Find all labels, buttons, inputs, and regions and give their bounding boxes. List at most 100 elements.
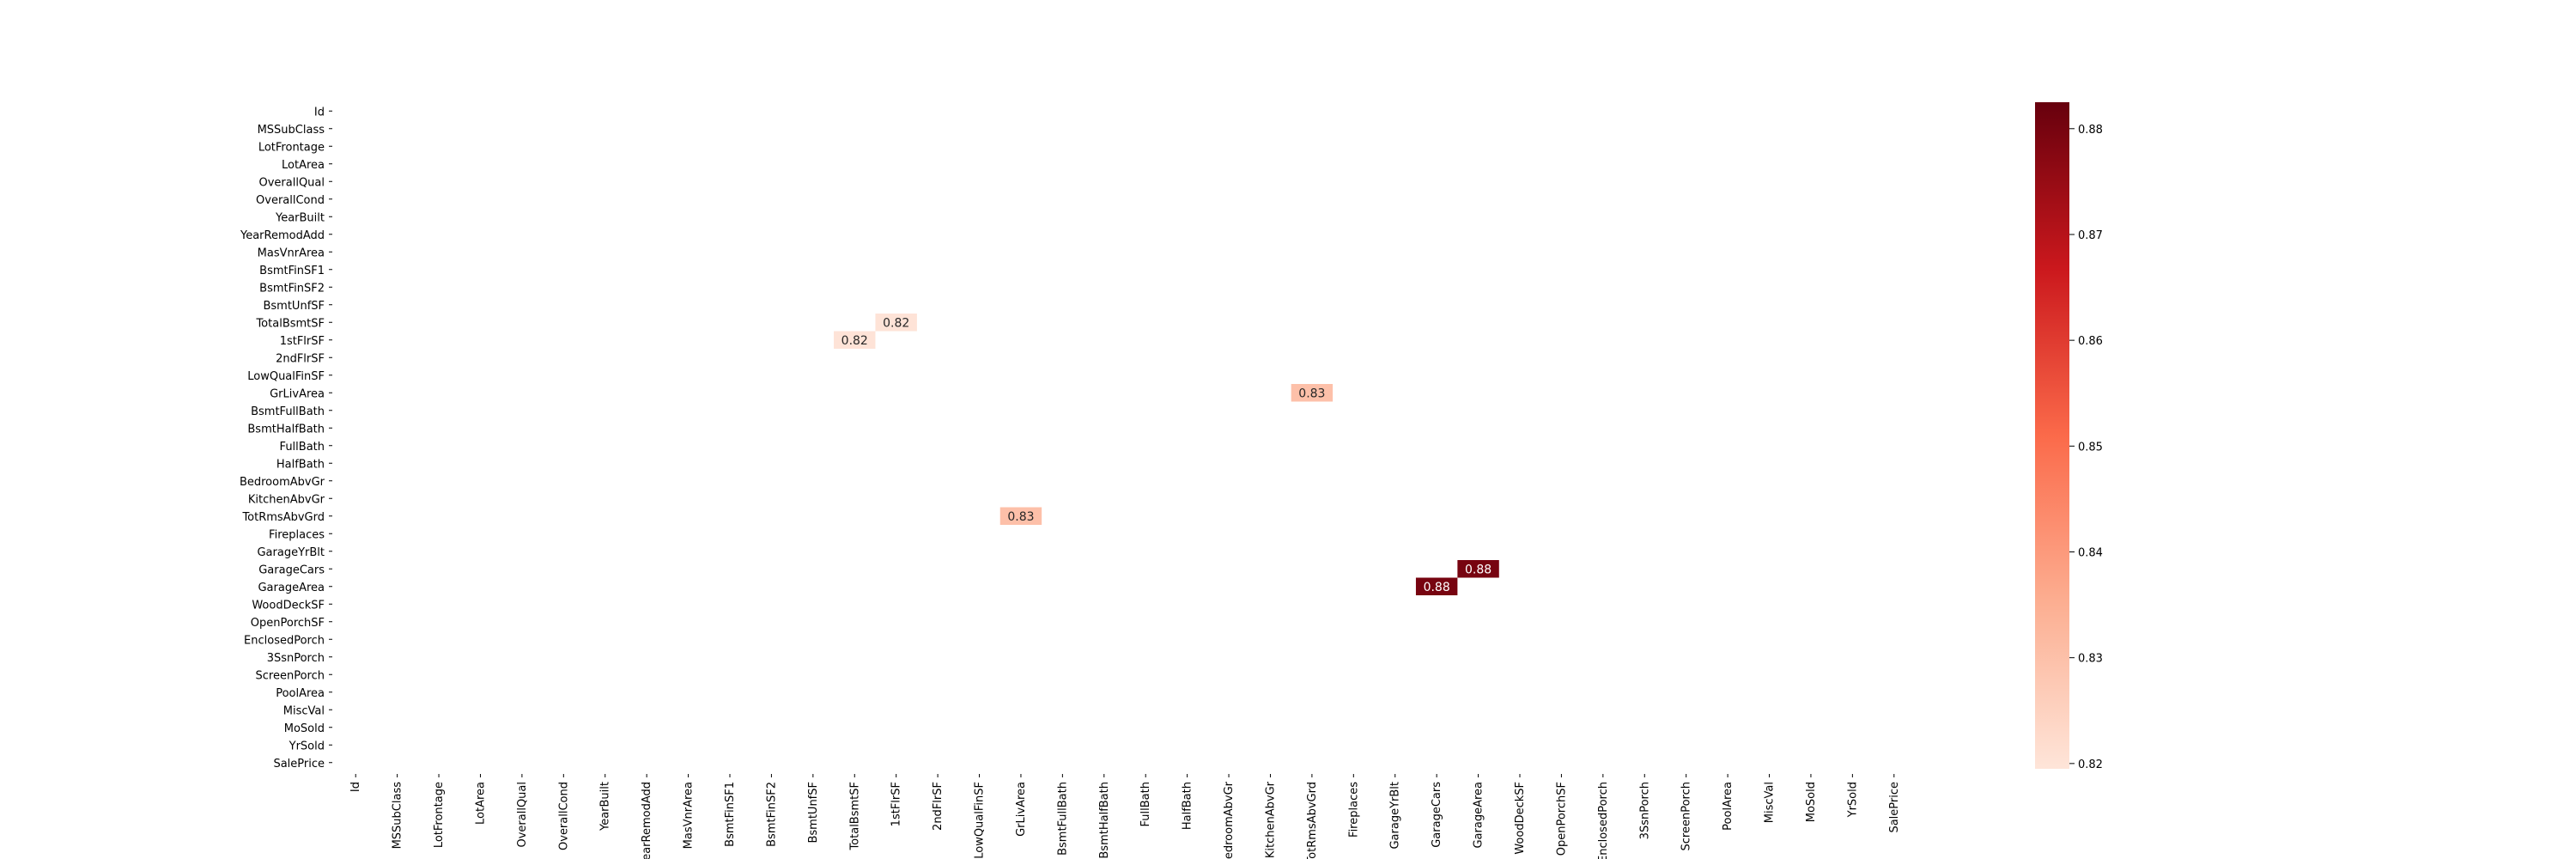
y-tick-label: ScreenPorch [256,669,325,682]
y-tick-label: GarageYrBlt [257,546,325,559]
x-tick-label: 3SsnPorch [1638,782,1651,839]
heatmap-cell [1415,577,1458,595]
colorbar-tick-label: 0.85 [2078,441,2103,454]
y-tick-label: FullBath [280,441,325,454]
heatmap-cell [875,314,917,332]
x-tick-label: YearBuilt [599,782,612,832]
x-tick-label: BsmtFullBath [1056,782,1069,856]
y-tick-label: TotRmsAbvGrd [241,511,325,524]
y-tick-label: HalfBath [276,458,325,471]
y-tick-label: MSSubClass [258,124,325,137]
colorbar-tick-label: 0.87 [2078,229,2103,242]
x-tick-label: BsmtFinSF1 [724,782,737,847]
y-tick-label: Fireplaces [269,528,325,541]
colorbar: 0.82 0.83 0.84 0.85 0.86 0.87 0.88 [2035,102,2103,771]
x-tick-label: GarageYrBlt [1389,782,1402,850]
cell-value-label: 0.83 [1298,387,1325,400]
y-tick-label: SalePrice [273,758,325,771]
y-tick-label: BsmtFullBath [251,405,325,418]
x-tick-label: TotalBsmtSF [848,782,861,851]
colorbar-tick-label: 0.86 [2078,335,2103,348]
x-tick-label: HalfBath [1182,782,1194,830]
x-tick-label: SalePrice [1888,782,1901,833]
x-axis-ticks: Id MSSubClass LotFrontage LotArea OverallQua… [349,774,1901,859]
x-tick-label: ScreenPorch [1680,782,1693,850]
cell-value-label: 0.88 [1465,563,1492,576]
x-tick-label: TotRmsAbvGrd [1306,782,1319,859]
heatmap-cell [1457,560,1499,578]
y-tick-label: OverallQual [258,176,325,189]
cell-value-label: 0.88 [1424,581,1450,594]
heatmap-cell [1291,384,1334,402]
y-tick-label: LowQualFinSF [247,370,325,383]
colorbar-tick-label: 0.82 [2078,758,2103,771]
x-tick-label: OpenPorchSF [1555,782,1568,856]
y-tick-label: GrLivArea [270,387,325,400]
y-tick-label: PoolArea [276,687,325,700]
x-tick-label: YrSold [1846,782,1859,818]
x-tick-label: YearRemodAdd [641,782,653,859]
x-tick-label: 1stFlrSF [890,782,903,826]
y-tick-label: GarageCars [258,564,325,576]
x-tick-label: EnclosedPorch [1597,782,1610,859]
x-tick-label: Fireplaces [1347,782,1360,838]
x-tick-label: BsmtHalfBath [1098,782,1111,859]
cell-value-label: 0.82 [883,316,909,330]
y-tick-label: LotArea [282,159,325,172]
x-tick-label: PoolArea [1722,782,1735,831]
y-tick-label: MiscVal [283,704,325,717]
x-tick-label: LotFrontage [433,782,446,848]
heatmap-cells: 0.82 0.82 0.83 0.83 0.88 0.88 [834,314,1499,595]
y-tick-label: YrSold [289,740,325,752]
y-tick-label: YearRemodAdd [240,229,325,242]
x-tick-label: OverallCond [557,782,570,850]
y-tick-label: BsmtFinSF1 [259,265,325,277]
x-tick-label: FullBath [1139,782,1152,826]
y-tick-label: BsmtHalfBath [247,423,325,436]
heatmap-cell [999,507,1042,525]
x-tick-label: GarageCars [1431,782,1443,848]
colorbar-tick-label: 0.84 [2078,546,2103,559]
y-tick-label: EnclosedPorch [244,634,325,647]
cell-value-label: 0.83 [1007,510,1034,524]
x-tick-label: Id [349,782,362,792]
x-tick-label: MoSold [1805,782,1818,822]
x-tick-label: BsmtUnfSF [807,782,820,844]
colorbar-tick-label: 0.83 [2078,653,2103,666]
x-tick-label: LotArea [474,782,487,825]
x-tick-label: MasVnrArea [683,782,696,849]
y-tick-label: OverallCond [256,194,325,207]
y-tick-label: 3SsnPorch [267,652,325,665]
y-tick-label: LotFrontage [258,141,325,154]
y-tick-label: Id [314,106,325,119]
x-tick-label: WoodDeckSF [1514,782,1527,855]
y-tick-label: OpenPorchSF [251,617,325,630]
heatmap-cell [834,331,876,349]
x-tick-label: 2ndFlrSF [932,782,945,831]
y-tick-label: TotalBsmtSF [255,317,325,330]
x-tick-label: LowQualFinSF [974,782,987,859]
x-tick-label: BsmtFinSF2 [765,782,778,847]
y-tick-label: 2ndFlrSF [276,352,325,365]
y-tick-label: 1stFlrSF [280,335,325,348]
colorbar-gradient [2035,102,2069,769]
y-axis-ticks: Id MSSubClass LotFrontage LotArea OverallQua… [240,106,332,771]
x-tick-label: KitchenAbvGr [1264,781,1277,858]
y-tick-label: MoSold [284,722,325,735]
y-tick-label: GarageArea [258,582,325,594]
x-tick-label: GrLivArea [1015,782,1028,837]
x-tick-label: GarageArea [1473,782,1485,849]
y-tick-label: WoodDeckSF [252,599,325,612]
y-tick-label: KitchenAbvGr [248,493,325,506]
y-tick-label: MasVnrArea [258,247,325,259]
x-tick-label: MSSubClass [392,782,404,850]
y-tick-label: BedroomAbvGr [240,476,325,489]
x-tick-label: MiscVal [1764,782,1777,823]
y-tick-label: BsmtUnfSF [263,300,325,313]
colorbar-tick-label: 0.88 [2078,124,2103,137]
x-tick-label: BedroomAbvGr [1223,781,1236,859]
x-tick-label: OverallQual [516,782,529,848]
y-tick-label: BsmtFinSF2 [259,282,325,295]
cell-value-label: 0.82 [841,334,868,348]
